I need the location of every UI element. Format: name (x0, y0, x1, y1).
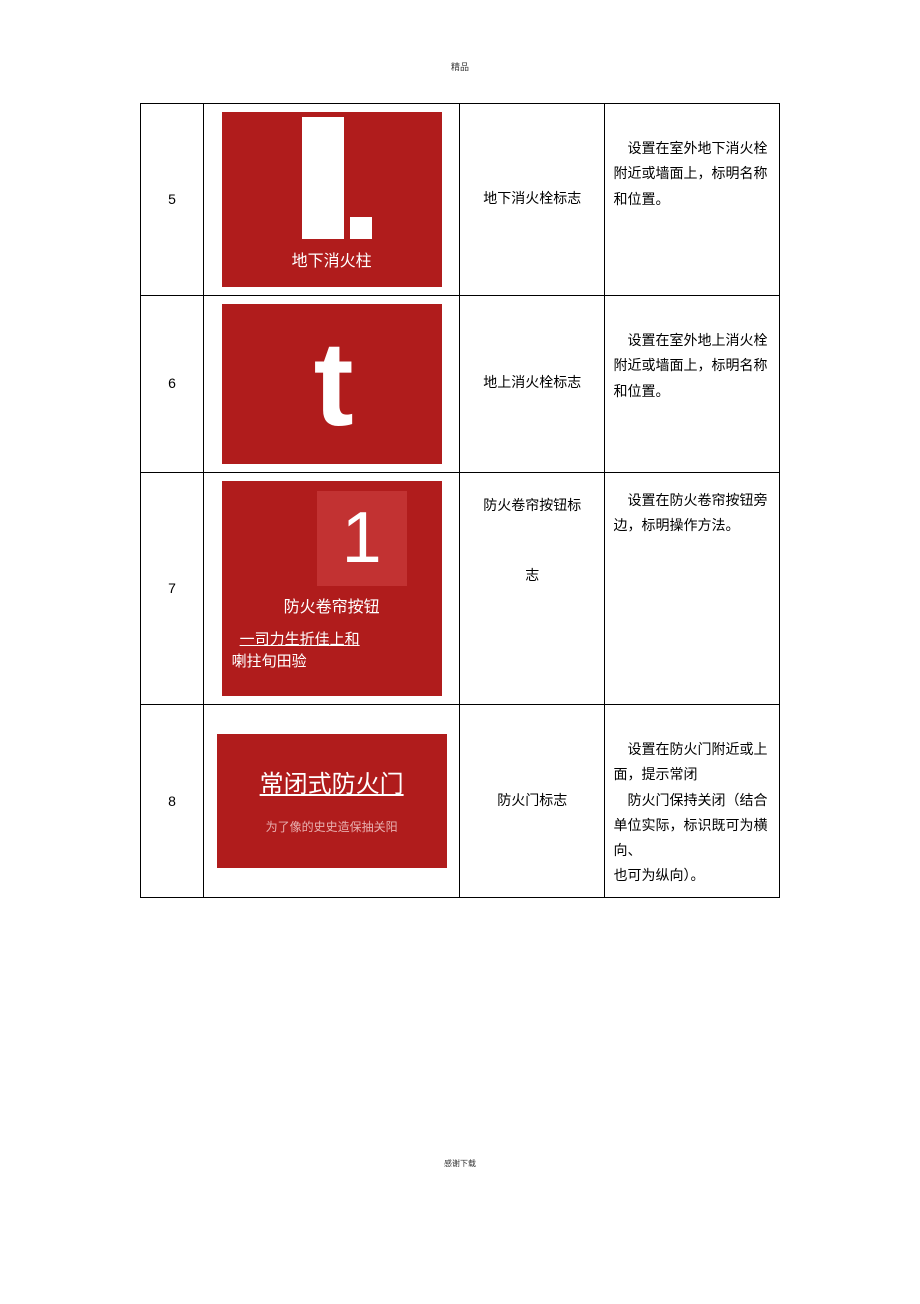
table-row: 7 1 防火卷帘按钮 一司力生折佳上和 喇拄旬田验 防火卷帘按钮标 志 设 (141, 473, 780, 705)
sign-cell: 1 防火卷帘按钮 一司力生折佳上和 喇拄旬田验 (204, 473, 460, 705)
row-number: 8 (141, 705, 204, 898)
underground-hydrant-sign: 地下消火柱 (222, 112, 442, 287)
sign-cell: 常闭式防火门 为了像的史史造保抽关阳 (204, 705, 460, 898)
sign-caption-sub: 一司力生折佳上和 (222, 629, 442, 652)
sign-name: 地上消火栓标志 (460, 296, 605, 473)
sign-name: 地下消火栓标志 (460, 104, 605, 296)
sign-title: 常闭式防火门 (260, 764, 404, 807)
sign-caption: 地下消火柱 (292, 248, 372, 277)
sign-caption-sub2: 喇拄旬田验 (222, 651, 442, 674)
hydrant-glyph: t (314, 324, 350, 444)
hydrant-icon (302, 117, 372, 239)
page-footer: 感谢下载 (0, 1158, 920, 1169)
signs-table: 5 地下消火柱 地下消火栓标志 设置在室外地下消火栓附近或墙面上，标明名称和位置… (140, 103, 780, 898)
table-row: 6 t 地上消火栓标志 设置在室外地上消火栓附近或墙面上，标明名称和位置。 (141, 296, 780, 473)
table-row: 5 地下消火柱 地下消火栓标志 设置在室外地下消火栓附近或墙面上，标明名称和位置… (141, 104, 780, 296)
sign-description: 设置在防火门附近或上面，提示常闭 防火门保持关闭（结合单位实际，标识既可为横向、… (605, 705, 780, 898)
button-glyph: 1 (342, 474, 382, 604)
sign-name: 防火门标志 (460, 705, 605, 898)
row-number: 6 (141, 296, 204, 473)
sign-description: 设置在防火卷帘按钮旁边，标明操作方法。 (605, 473, 780, 705)
sign-description: 设置在室外地下消火栓附近或墙面上，标明名称和位置。 (605, 104, 780, 296)
sign-cell: 地下消火柱 (204, 104, 460, 296)
sign-name: 防火卷帘按钮标 志 (460, 473, 605, 705)
button-icon-box: 1 (317, 491, 407, 586)
table-row: 8 常闭式防火门 为了像的史史造保抽关阳 防火门标志 设置在防火门附近或上面，提… (141, 705, 780, 898)
row-number: 5 (141, 104, 204, 296)
sign-caption-main: 防火卷帘按钮 (284, 594, 380, 623)
fire-door-sign: 常闭式防火门 为了像的史史造保抽关阳 (217, 734, 447, 868)
sign-description: 设置在室外地上消火栓附近或墙面上，标明名称和位置。 (605, 296, 780, 473)
sign-cell: t (204, 296, 460, 473)
fire-shutter-button-sign: 1 防火卷帘按钮 一司力生折佳上和 喇拄旬田验 (222, 481, 442, 696)
row-number: 7 (141, 473, 204, 705)
page-header: 精品 (0, 60, 920, 73)
above-ground-hydrant-sign: t (222, 304, 442, 464)
sign-subtitle: 为了像的史史造保抽关阳 (266, 817, 398, 839)
